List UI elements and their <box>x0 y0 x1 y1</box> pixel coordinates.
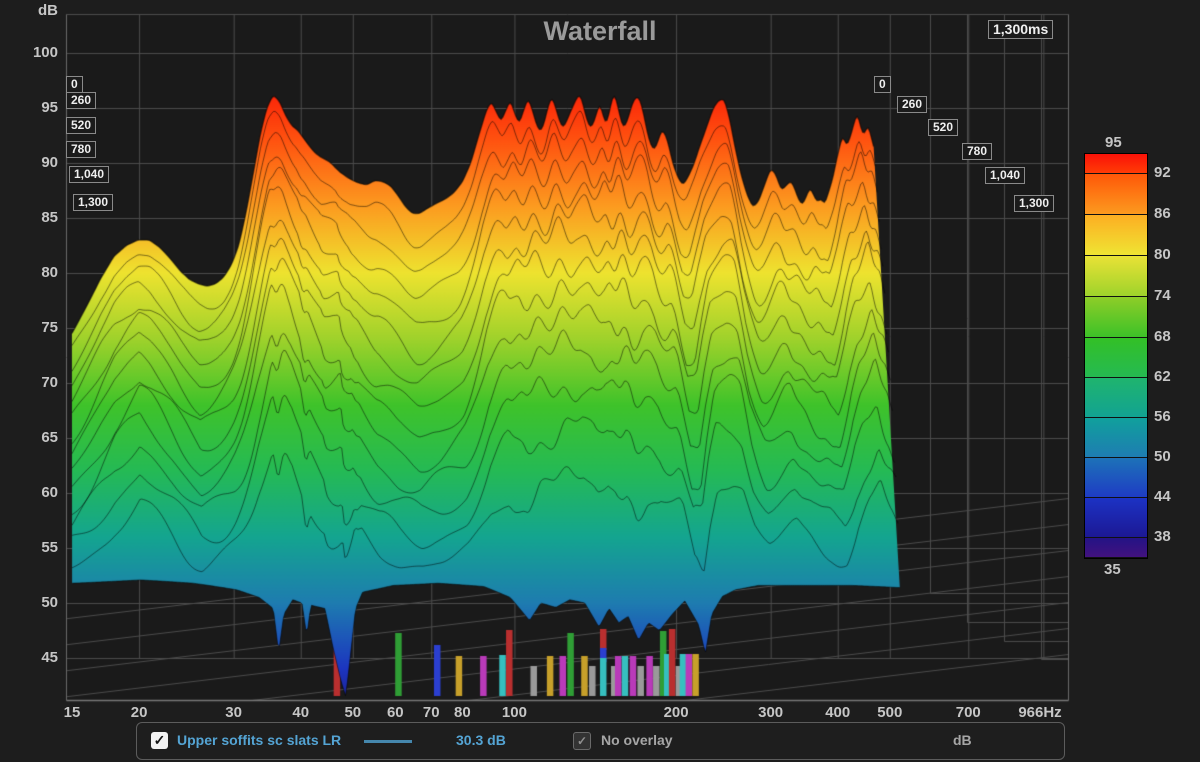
trace-color-swatch <box>364 740 412 743</box>
colorbar-tick-label: 50 <box>1154 448 1171 465</box>
colorbar-tick-label: 80 <box>1154 246 1171 263</box>
y-tick-label: 50 <box>41 594 58 611</box>
time-slice-label-left: 520 <box>66 117 97 134</box>
y-tick-label: 55 <box>41 539 58 556</box>
y-tick-label: 85 <box>41 209 58 226</box>
colorbar-tick-label: 68 <box>1154 328 1171 345</box>
y-tick-label: 65 <box>41 429 58 446</box>
colorbar-tick-label: 62 <box>1154 368 1171 385</box>
x-tick-label: 70 <box>422 704 440 721</box>
x-tick-label: 80 <box>454 704 471 721</box>
x-tick-label: 100 <box>501 704 527 721</box>
colorbar-tick-label: 74 <box>1154 287 1171 304</box>
colorbar-max-label: 95 <box>1105 134 1122 151</box>
overlay-label: No overlay <box>601 732 673 748</box>
overlay-checkbox[interactable]: ✓ <box>573 732 591 750</box>
y-tick-label: 60 <box>41 484 58 501</box>
colorbar-segment <box>1085 378 1147 418</box>
time-slice-label-right: 520 <box>928 119 959 136</box>
y-axis-unit-label: dB <box>38 2 58 19</box>
y-tick-label: 90 <box>41 154 58 171</box>
colorbar-tick-label: 56 <box>1154 408 1171 425</box>
y-tick-label: 95 <box>41 99 58 116</box>
y-tick-label: 80 <box>41 264 58 281</box>
time-slice-label-left: 780 <box>66 141 97 158</box>
x-tick-label: 400 <box>825 704 851 721</box>
time-slice-label-right: 1,300 <box>1014 195 1055 212</box>
colorbar-segment <box>1085 418 1147 458</box>
x-tick-label: 966Hz <box>1018 704 1062 721</box>
legend-bar: ✓ Upper soffits sc slats LR 30.3 dB ✓ No… <box>136 722 1065 760</box>
y-tick-label: 70 <box>41 374 58 391</box>
time-slice-label-right: 1,040 <box>985 167 1026 184</box>
x-tick-label: 30 <box>225 704 242 721</box>
colorbar-gradient <box>1084 153 1148 559</box>
y-tick-label: 100 <box>32 44 58 61</box>
colorbar-min-label: 35 <box>1104 561 1121 578</box>
colorbar-tick-label: 92 <box>1154 164 1171 181</box>
colorbar-segment <box>1085 458 1147 498</box>
y-tick-label: 75 <box>41 319 58 336</box>
time-slice-label-left: 0 <box>66 76 83 93</box>
colorbar-tick-label: 44 <box>1154 488 1171 505</box>
x-tick-label: 200 <box>663 704 689 721</box>
x-tick-label: 40 <box>292 704 310 721</box>
time-slice-label-left: 260 <box>66 92 97 109</box>
x-tick-label: 700 <box>955 704 981 721</box>
colorbar-segment <box>1085 174 1147 215</box>
time-range-badge: 1,300ms <box>988 20 1054 39</box>
colorbar-segment <box>1085 338 1147 378</box>
x-tick-label: 15 <box>63 704 81 721</box>
colorbar-segment <box>1085 154 1147 174</box>
legend-unit-label: dB <box>953 732 972 748</box>
colorbar-segment <box>1085 498 1147 538</box>
colorbar-segment <box>1085 215 1147 256</box>
trace-value: 30.3 dB <box>456 732 506 748</box>
x-tick-label: 300 <box>758 704 784 721</box>
colorbar-segment <box>1085 297 1147 338</box>
time-slice-label-right: 0 <box>874 76 891 93</box>
plot-title: Waterfall <box>543 16 657 46</box>
colorbar-tick-label: 86 <box>1154 205 1171 222</box>
time-slice-label-left: 1,040 <box>69 166 110 183</box>
x-tick-label: 20 <box>130 704 148 721</box>
x-tick-label: 60 <box>386 704 404 721</box>
time-slice-label-right: 260 <box>897 96 928 113</box>
colorbar-tick-label: 38 <box>1154 528 1171 545</box>
trace-checkbox[interactable]: ✓ <box>151 732 168 749</box>
x-tick-label: 500 <box>877 704 903 721</box>
y-tick-label: 45 <box>41 649 58 666</box>
colorbar-segment <box>1085 256 1147 297</box>
colorbar-segment <box>1085 538 1147 558</box>
trace-label[interactable]: Upper soffits sc slats LR <box>177 732 342 748</box>
x-tick-label: 50 <box>344 704 362 721</box>
time-slice-label-right: 780 <box>962 143 993 160</box>
time-slice-label-left: 1,300 <box>73 194 114 211</box>
